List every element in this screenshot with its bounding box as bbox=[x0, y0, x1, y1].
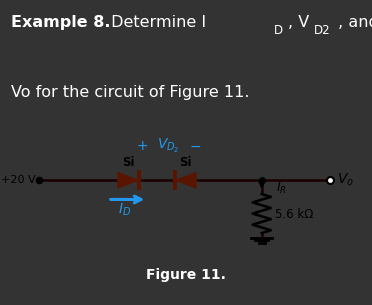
Text: +20 V: +20 V bbox=[1, 175, 35, 185]
Text: , and: , and bbox=[333, 15, 372, 30]
Text: $V_o$: $V_o$ bbox=[337, 172, 354, 188]
Text: Figure 11.: Figure 11. bbox=[146, 268, 226, 282]
Text: $-$: $-$ bbox=[189, 139, 201, 153]
Text: Determine I: Determine I bbox=[106, 15, 206, 30]
Polygon shape bbox=[118, 172, 139, 188]
Text: $V_{D_2}$: $V_{D_2}$ bbox=[157, 137, 180, 155]
Text: $+$: $+$ bbox=[136, 139, 148, 153]
Text: $I_R$: $I_R$ bbox=[276, 181, 288, 196]
Polygon shape bbox=[175, 172, 196, 188]
Text: , V: , V bbox=[288, 15, 310, 30]
Text: Example 8.: Example 8. bbox=[11, 15, 110, 30]
Text: 5.6 kΩ: 5.6 kΩ bbox=[275, 208, 313, 221]
Text: Si: Si bbox=[122, 156, 134, 169]
Text: Vo for the circuit of Figure 11.: Vo for the circuit of Figure 11. bbox=[11, 85, 250, 100]
Text: D: D bbox=[273, 24, 283, 38]
Text: Si: Si bbox=[179, 156, 192, 169]
Text: $I_D$: $I_D$ bbox=[118, 201, 131, 218]
Text: D2: D2 bbox=[314, 24, 331, 38]
